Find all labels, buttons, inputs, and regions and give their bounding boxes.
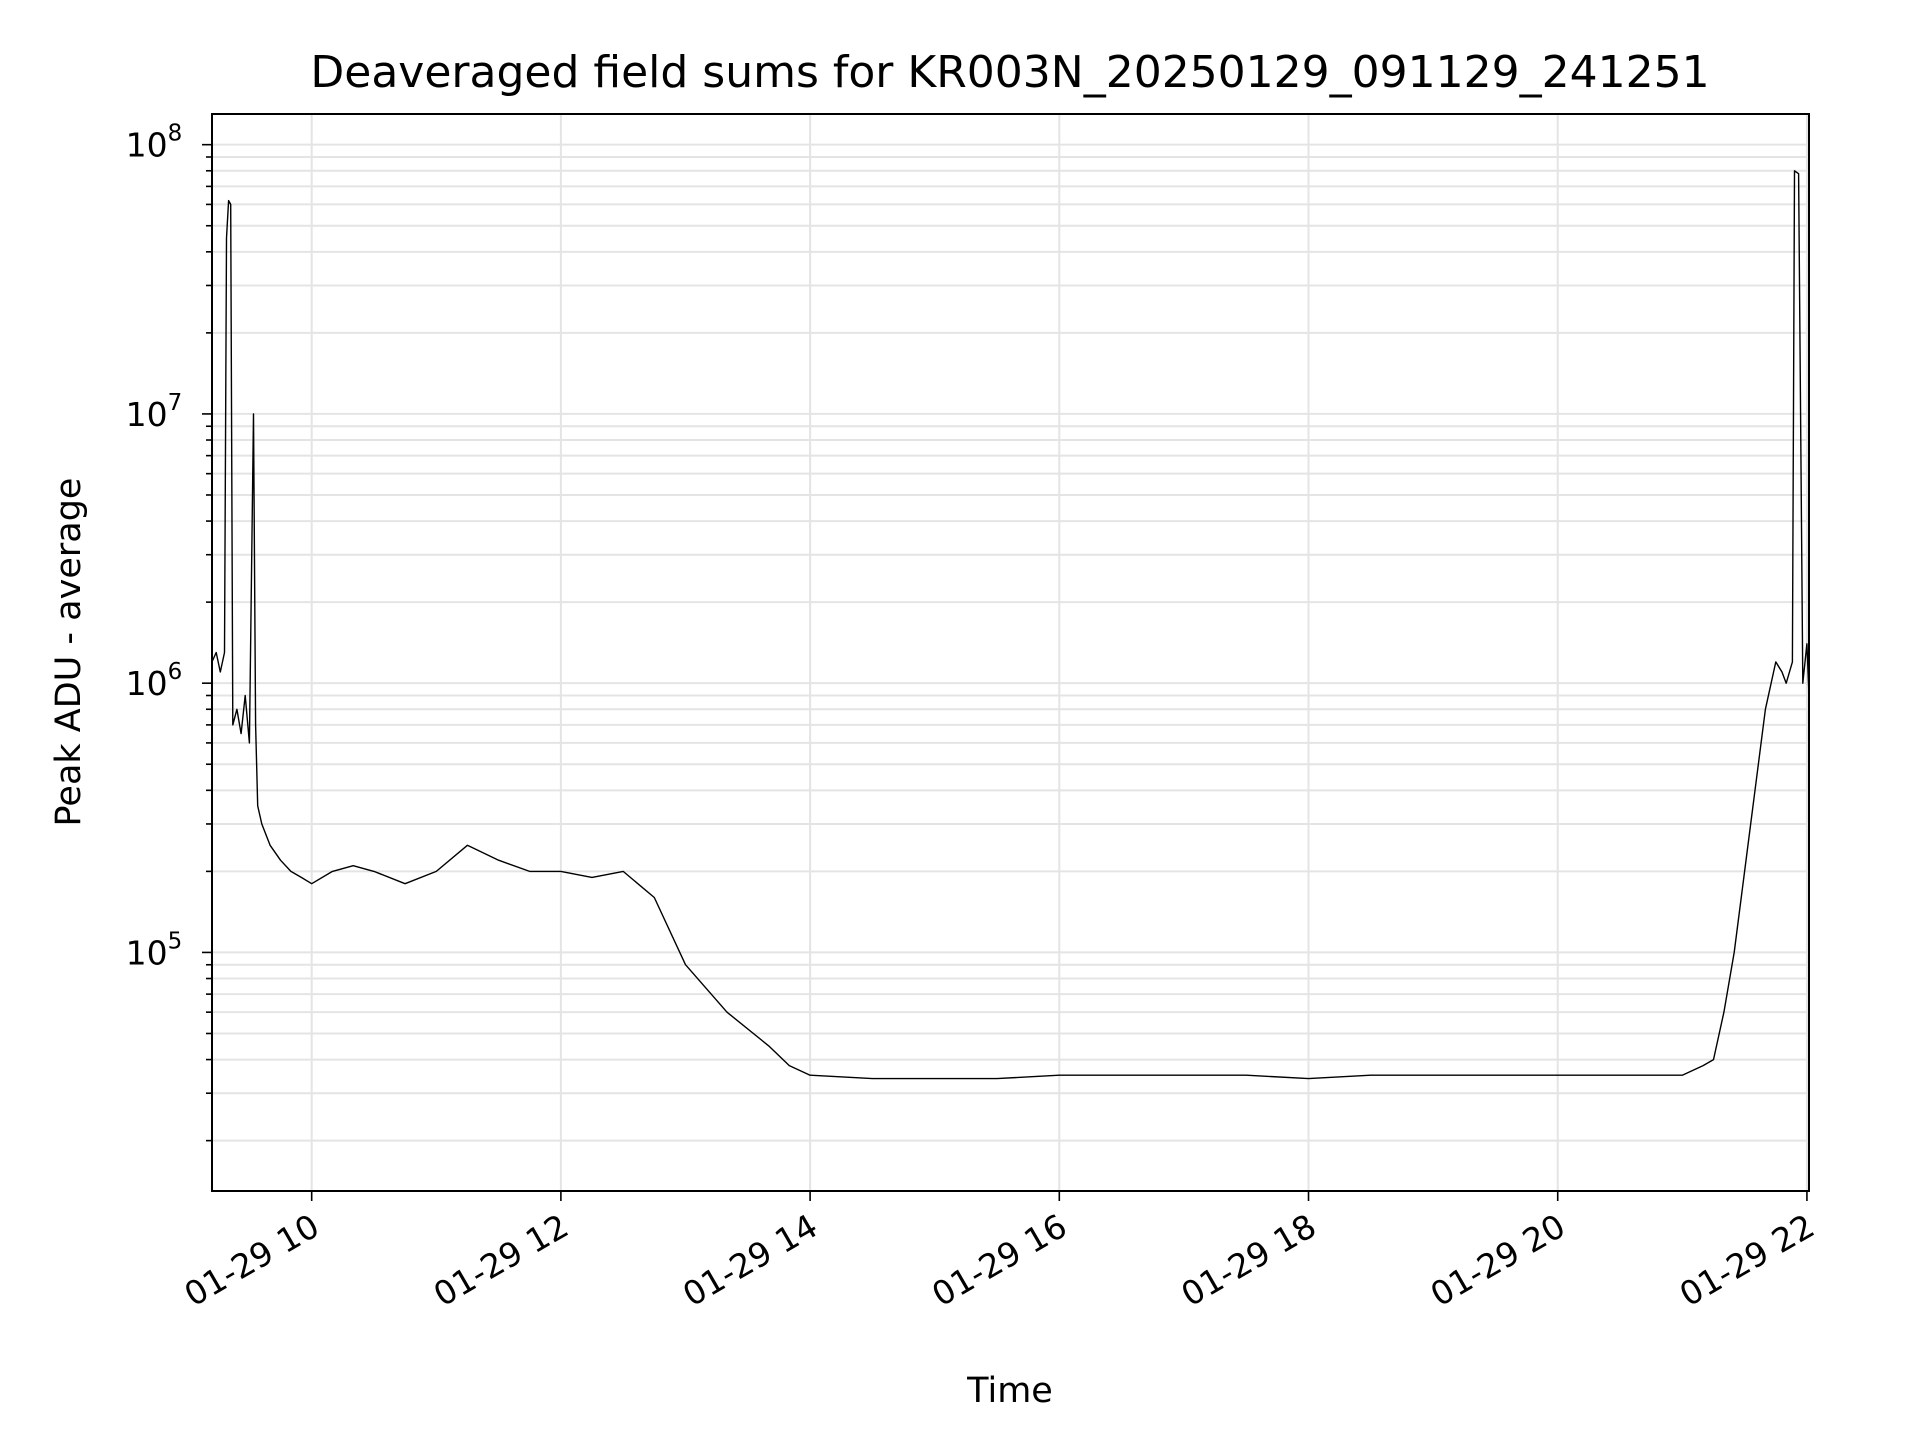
y-axis-label: Peak ADU - average [49, 478, 89, 827]
series-layer [211, 170, 1810, 1080]
x-axis-label: Time [966, 1371, 1053, 1411]
chart-title: Deaveraged field sums for KR003N_2025012… [310, 47, 1709, 98]
y-tick-exponent: 6 [168, 659, 183, 685]
series-line [211, 170, 1810, 1080]
y-tick-exponent: 8 [168, 121, 183, 147]
y-tick-exponent: 5 [168, 928, 183, 954]
y-tick-base: 10 [126, 395, 168, 434]
plot-frame [211, 113, 1810, 1192]
y-tick-label: 107 [126, 390, 183, 434]
y-tick-label: 108 [126, 121, 183, 165]
y-tick-label: 106 [126, 659, 183, 703]
y-tick-base: 10 [126, 126, 168, 165]
y-tick-base: 10 [126, 933, 168, 972]
y-tick-exponent: 7 [168, 390, 183, 416]
y-tick-label: 105 [126, 928, 183, 972]
y-tick-base: 10 [126, 664, 168, 703]
grid-lines [212, 114, 1809, 1191]
